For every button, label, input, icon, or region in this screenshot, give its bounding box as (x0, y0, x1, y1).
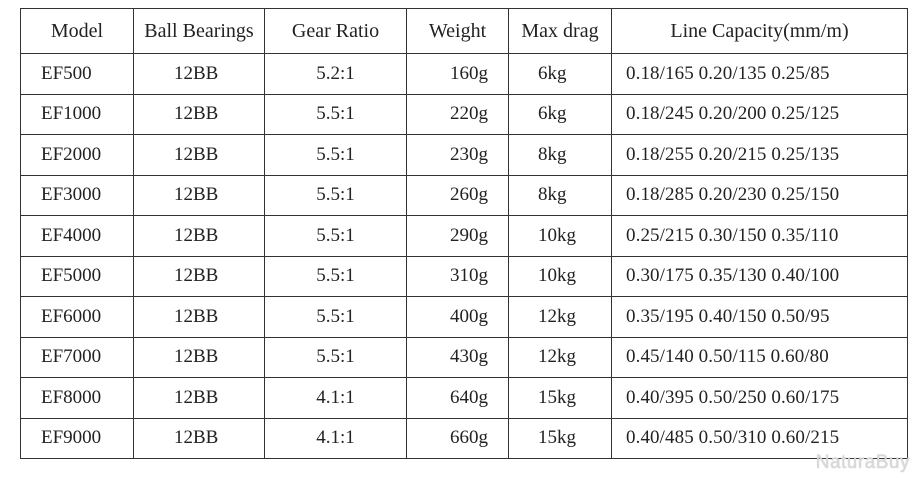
model-cell: EF7000 (20, 336, 134, 378)
line-capacity-cell: 0.25/215 0.30/150 0.35/110 (611, 215, 908, 257)
header-ball-bearings: Ball Bearings (133, 8, 265, 54)
model-cell: EF500 (20, 53, 134, 95)
ball-bearings-cell: 12BB (133, 134, 265, 176)
line-capacity-cell: 0.18/245 0.20/200 0.25/125 (611, 93, 908, 135)
ball-bearings-cell: 12BB (133, 377, 265, 419)
weight-cell: 310g (406, 255, 509, 297)
table-row: EF7000 12BB 5.5:1 430g 12kg 0.45/140 0.5… (20, 336, 908, 378)
line-capacity-cell: 0.40/395 0.50/250 0.60/175 (611, 377, 908, 419)
weight-cell: 160g (406, 53, 509, 95)
model-cell: EF8000 (20, 377, 134, 419)
max-drag-cell: 15kg (508, 377, 612, 419)
line-capacity-cell: 0.40/485 0.50/310 0.60/215 (611, 417, 908, 459)
line-capacity-cell: 0.35/195 0.40/150 0.50/95 (611, 296, 908, 338)
max-drag-cell: 6kg (508, 93, 612, 135)
line-capacity-cell: 0.45/140 0.50/115 0.60/80 (611, 336, 908, 378)
table-row: EF9000 12BB 4.1:1 660g 15kg 0.40/485 0.5… (20, 417, 908, 459)
weight-cell: 230g (406, 134, 509, 176)
model-cell: EF5000 (20, 255, 134, 297)
gear-ratio-cell: 4.1:1 (264, 417, 407, 459)
model-cell: EF1000 (20, 93, 134, 135)
ball-bearings-cell: 12BB (133, 93, 265, 135)
gear-ratio-cell: 5.5:1 (264, 134, 407, 176)
model-cell: EF4000 (20, 215, 134, 257)
ball-bearings-cell: 12BB (133, 417, 265, 459)
table-row: EF5000 12BB 5.5:1 310g 10kg 0.30/175 0.3… (20, 255, 908, 297)
line-capacity-cell: 0.18/285 0.20/230 0.25/150 (611, 174, 908, 216)
gear-ratio-cell: 5.5:1 (264, 255, 407, 297)
table-row: EF2000 12BB 5.5:1 230g 8kg 0.18/255 0.20… (20, 134, 908, 176)
header-model: Model (20, 8, 134, 54)
model-cell: EF2000 (20, 134, 134, 176)
weight-cell: 640g (406, 377, 509, 419)
weight-cell: 220g (406, 93, 509, 135)
ball-bearings-cell: 12BB (133, 336, 265, 378)
line-capacity-cell: 0.30/175 0.35/130 0.40/100 (611, 255, 908, 297)
gear-ratio-cell: 5.5:1 (264, 296, 407, 338)
ball-bearings-cell: 12BB (133, 53, 265, 95)
max-drag-cell: 8kg (508, 134, 612, 176)
max-drag-cell: 10kg (508, 215, 612, 257)
max-drag-cell: 10kg (508, 255, 612, 297)
line-capacity-cell: 0.18/255 0.20/215 0.25/135 (611, 134, 908, 176)
model-cell: EF9000 (20, 417, 134, 459)
model-cell: EF6000 (20, 296, 134, 338)
model-cell: EF3000 (20, 174, 134, 216)
gear-ratio-cell: 5.5:1 (264, 336, 407, 378)
table-row: EF1000 12BB 5.5:1 220g 6kg 0.18/245 0.20… (20, 93, 908, 135)
weight-cell: 400g (406, 296, 509, 338)
max-drag-cell: 12kg (508, 296, 612, 338)
weight-cell: 660g (406, 417, 509, 459)
table-row: EF500 12BB 5.2:1 160g 6kg 0.18/165 0.20/… (20, 53, 908, 95)
header-line-capacity: Line Capacity(mm/m) (611, 8, 908, 54)
gear-ratio-cell: 5.5:1 (264, 215, 407, 257)
ball-bearings-cell: 12BB (133, 215, 265, 257)
table-row: EF4000 12BB 5.5:1 290g 10kg 0.25/215 0.3… (20, 215, 908, 257)
header-gear-ratio: Gear Ratio (264, 8, 407, 54)
max-drag-cell: 6kg (508, 53, 612, 95)
weight-cell: 260g (406, 174, 509, 216)
line-capacity-cell: 0.18/165 0.20/135 0.25/85 (611, 53, 908, 95)
watermark-logo: NaturaBuy (815, 452, 910, 473)
gear-ratio-cell: 4.1:1 (264, 377, 407, 419)
ball-bearings-cell: 12BB (133, 174, 265, 216)
header-weight: Weight (406, 8, 509, 54)
max-drag-cell: 15kg (508, 417, 612, 459)
gear-ratio-cell: 5.5:1 (264, 174, 407, 216)
header-max-drag: Max drag (508, 8, 612, 54)
ball-bearings-cell: 12BB (133, 255, 265, 297)
header-row: Model Ball Bearings Gear Ratio Weight Ma… (20, 8, 908, 54)
table-row: EF3000 12BB 5.5:1 260g 8kg 0.18/285 0.20… (20, 174, 908, 216)
gear-ratio-cell: 5.2:1 (264, 53, 407, 95)
table-row: EF8000 12BB 4.1:1 640g 15kg 0.40/395 0.5… (20, 377, 908, 419)
weight-cell: 290g (406, 215, 509, 257)
gear-ratio-cell: 5.5:1 (264, 93, 407, 135)
max-drag-cell: 8kg (508, 174, 612, 216)
weight-cell: 430g (406, 336, 509, 378)
max-drag-cell: 12kg (508, 336, 612, 378)
spec-table: Model Ball Bearings Gear Ratio Weight Ma… (20, 8, 908, 459)
ball-bearings-cell: 12BB (133, 296, 265, 338)
table-row: EF6000 12BB 5.5:1 400g 12kg 0.35/195 0.4… (20, 296, 908, 338)
